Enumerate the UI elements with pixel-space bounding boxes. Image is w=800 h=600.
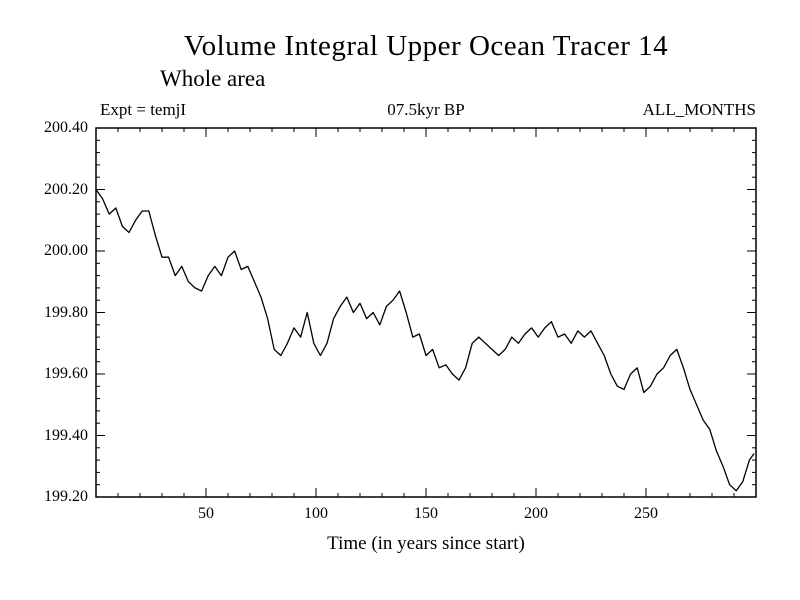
experiment-label: Expt = temjI [100,100,187,119]
y-tick-label: 200.40 [44,119,88,136]
x-tick-label: 100 [304,505,328,522]
time-bp-label: 07.5kyr BP [387,100,465,119]
x-tick-label: 250 [634,505,658,522]
x-tick-label: 200 [524,505,548,522]
y-tick-label: 199.80 [44,303,88,321]
plot-frame [95,127,757,498]
x-tick-label: 150 [414,505,438,522]
months-label: ALL_MONTHS [642,100,756,119]
y-tick-label: 199.40 [44,426,88,444]
chart-subtitle: Whole area [160,66,266,91]
y-tick-label: 199.20 [44,488,88,505]
x-tick-label: 50 [198,505,214,522]
chart-title: Volume Integral Upper Ocean Tracer 14 [183,30,669,62]
y-tick-label: 200.20 [44,180,88,198]
data-line-tracer14 [95,188,755,492]
y-tick-label: 200.00 [44,242,88,259]
y-tick-label: 199.60 [44,365,88,382]
x-axis-label: Time (in years since start) [327,533,525,554]
